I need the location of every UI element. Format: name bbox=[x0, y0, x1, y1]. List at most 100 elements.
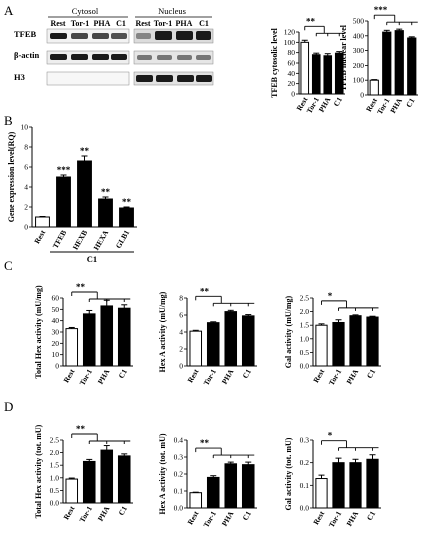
bar bbox=[189, 492, 203, 509]
y-tick-label: 0.1 bbox=[174, 487, 184, 496]
category-label: PHA bbox=[345, 509, 361, 528]
y-tick-label: 10 bbox=[21, 123, 29, 132]
bar bbox=[119, 207, 134, 228]
y-tick-label: 80 bbox=[288, 48, 296, 57]
y-tick-label: 400 bbox=[353, 31, 365, 40]
blot-band bbox=[177, 55, 192, 60]
category-label: Rest bbox=[311, 509, 326, 526]
western-blot: Cytosol Nucleus Rest Tor-1 PHA C1 Rest T… bbox=[14, 6, 214, 86]
bar bbox=[407, 37, 417, 96]
category-label: Tor-1 bbox=[202, 509, 219, 529]
y-tick-label: 2.0 bbox=[300, 307, 310, 316]
blot-lane-label: PHA bbox=[176, 19, 193, 28]
category-label: C1 bbox=[241, 509, 254, 522]
blot-lane-label: Rest bbox=[50, 19, 65, 28]
y-tick-label: 2 bbox=[179, 345, 183, 354]
y-tick-label: 8 bbox=[24, 143, 28, 152]
y-tick-label: 0 bbox=[24, 223, 28, 232]
y-tick-label: 0.0 bbox=[50, 499, 60, 508]
y-tick-label: 4 bbox=[179, 328, 183, 337]
blot-lane-label: C1 bbox=[199, 19, 209, 28]
blot-band bbox=[50, 33, 67, 39]
blot-band bbox=[111, 54, 127, 60]
y-tick-label: 2 bbox=[24, 203, 28, 212]
y-tick-label: 0.5 bbox=[300, 348, 310, 357]
category-label: C1 bbox=[332, 95, 345, 108]
bar bbox=[323, 55, 333, 95]
bar bbox=[65, 478, 79, 504]
y-tick-label: 10 bbox=[52, 350, 60, 359]
blot-band bbox=[137, 55, 152, 60]
category-label: PHA bbox=[388, 96, 404, 115]
bar bbox=[189, 330, 203, 367]
y-axis-label: TFEB nuclear level bbox=[339, 24, 348, 91]
y-tick-label: 20 bbox=[288, 79, 296, 88]
blot-group-cytosol: Cytosol bbox=[72, 6, 99, 16]
bar bbox=[311, 54, 321, 95]
category-label: Tor-1 bbox=[327, 509, 344, 529]
y-tick-label: 0.0 bbox=[300, 504, 310, 513]
blot-group-nucleus: Nucleus bbox=[158, 6, 186, 16]
bar bbox=[241, 464, 255, 509]
bar bbox=[117, 307, 131, 367]
blot-row-label-tfeb: TFEB bbox=[14, 29, 37, 39]
blot-lane-label: Tor-1 bbox=[71, 19, 90, 28]
panel-letter-b: B bbox=[4, 113, 13, 128]
blot-band bbox=[157, 55, 172, 60]
blot-frame-cytosol-h3 bbox=[46, 71, 130, 86]
category-label: Tor-1 bbox=[327, 367, 344, 387]
blot-lane-label: Tor-1 bbox=[154, 19, 173, 28]
bar bbox=[241, 315, 255, 367]
blot-frame-nucleus-h3 bbox=[133, 71, 214, 86]
y-tick-label: 60 bbox=[288, 59, 296, 68]
significance-mark: ** bbox=[101, 187, 111, 197]
y-tick-label: 100 bbox=[353, 76, 365, 85]
y-tick-label: 100 bbox=[284, 38, 296, 47]
category-label: C1 bbox=[117, 504, 130, 517]
y-tick-label: 4 bbox=[24, 183, 28, 192]
bar bbox=[224, 311, 238, 367]
y-tick-label: 200 bbox=[353, 61, 365, 70]
bar bbox=[35, 216, 50, 228]
bar bbox=[82, 313, 96, 367]
category-label: C1 bbox=[241, 367, 254, 380]
y-axis-label: Gal activity (mU/mg) bbox=[284, 295, 293, 368]
bar bbox=[300, 41, 310, 95]
y-tick-label: 0 bbox=[55, 362, 59, 371]
bar bbox=[117, 455, 131, 504]
y-tick-label: 40 bbox=[288, 69, 296, 78]
y-tick-label: 1.0 bbox=[50, 473, 60, 482]
category-label: TFEB bbox=[51, 229, 69, 250]
blot-band bbox=[156, 75, 173, 82]
panel-letter-a: A bbox=[4, 3, 14, 18]
y-tick-label: 6 bbox=[179, 311, 183, 320]
y-tick-label: 2.0 bbox=[50, 448, 60, 457]
category-label: HEXB bbox=[71, 229, 89, 252]
y-tick-label: 30 bbox=[52, 328, 60, 337]
y-tick-label: 60 bbox=[52, 294, 60, 303]
significance-mark: * bbox=[328, 291, 333, 301]
blot-band bbox=[71, 33, 88, 39]
blot-band bbox=[111, 33, 127, 39]
y-tick-label: 120 bbox=[284, 28, 296, 37]
blot-band bbox=[71, 54, 88, 60]
category-label: Rest bbox=[311, 367, 326, 384]
y-axis-label: Gal activity (tot. mU) bbox=[284, 437, 293, 510]
y-tick-label: 1.0 bbox=[300, 334, 310, 343]
y-tick-label: 300 bbox=[353, 46, 365, 55]
significance-mark: * bbox=[328, 431, 333, 441]
category-label: PHA bbox=[96, 504, 112, 523]
bar bbox=[366, 316, 379, 367]
y-tick-label: 0.1 bbox=[300, 481, 310, 490]
category-label: Rest bbox=[32, 228, 47, 245]
blot-band bbox=[155, 31, 172, 40]
significance-mark: ** bbox=[80, 146, 90, 156]
y-tick-label: 6 bbox=[24, 163, 28, 172]
y-tick-label: 0.3 bbox=[300, 436, 310, 445]
y-tick-label: 0.5 bbox=[50, 486, 60, 495]
bar bbox=[332, 321, 345, 367]
category-label: C1 bbox=[404, 96, 417, 109]
y-tick-label: 0.0 bbox=[300, 362, 310, 371]
blot-band bbox=[176, 31, 193, 40]
